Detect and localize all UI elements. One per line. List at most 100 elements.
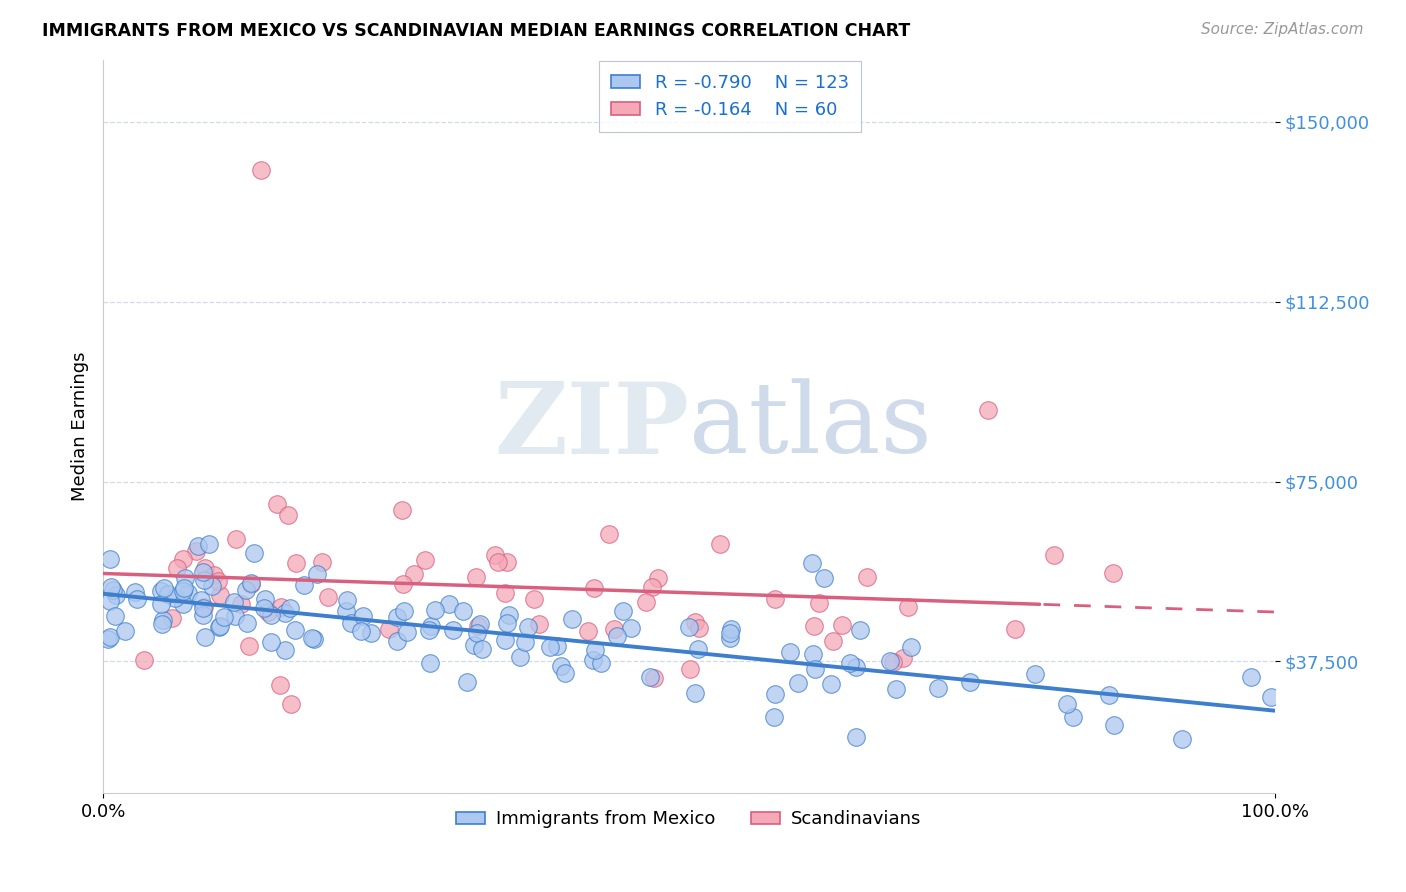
Immigrants from Mexico <box>98 630 121 644</box>
Immigrants from Mexico <box>273 643 295 657</box>
Immigrants from Mexico <box>172 584 194 599</box>
Immigrants from Mexico <box>101 582 124 597</box>
Immigrants from Mexico <box>678 620 700 634</box>
Immigrants from Mexico <box>1098 688 1121 702</box>
Immigrants from Mexico <box>240 576 263 591</box>
Scandinavians <box>494 586 516 600</box>
Immigrants from Mexico <box>396 624 419 639</box>
Scandinavians <box>1043 548 1066 562</box>
Scandinavians <box>882 656 904 670</box>
Immigrants from Mexico <box>236 615 259 630</box>
Immigrants from Mexico <box>187 539 209 553</box>
Immigrants from Mexico <box>612 605 634 619</box>
Scandinavians <box>688 622 710 636</box>
Scandinavians <box>808 596 831 610</box>
Immigrants from Mexico <box>350 624 373 638</box>
Scandinavians <box>641 580 664 594</box>
Immigrants from Mexico <box>352 609 374 624</box>
Immigrants from Mexico <box>198 537 221 551</box>
Immigrants from Mexico <box>243 546 266 560</box>
Immigrants from Mexico <box>278 601 301 615</box>
Immigrants from Mexico <box>813 570 835 584</box>
Scandinavians <box>270 600 292 615</box>
Scandinavians <box>202 567 225 582</box>
Immigrants from Mexico <box>235 582 257 597</box>
Immigrants from Mexico <box>463 638 485 652</box>
Scandinavians <box>856 570 879 584</box>
Scandinavians <box>643 672 665 686</box>
Immigrants from Mexico <box>550 658 572 673</box>
Scandinavians <box>529 616 551 631</box>
Scandinavians <box>636 594 658 608</box>
Scandinavians <box>484 548 506 562</box>
Immigrants from Mexico <box>620 622 643 636</box>
Scandinavians <box>194 561 217 575</box>
Immigrants from Mexico <box>441 623 464 637</box>
Scandinavians <box>225 532 247 546</box>
Immigrants from Mexico <box>163 591 186 605</box>
Scandinavians <box>229 597 252 611</box>
Immigrants from Mexico <box>98 593 121 607</box>
Immigrants from Mexico <box>561 611 583 625</box>
Scandinavians <box>897 599 920 614</box>
Immigrants from Mexico <box>686 642 709 657</box>
Immigrants from Mexico <box>1260 690 1282 705</box>
Text: Source: ZipAtlas.com: Source: ZipAtlas.com <box>1201 22 1364 37</box>
Scandinavians <box>763 591 786 606</box>
Immigrants from Mexico <box>302 632 325 647</box>
Scandinavians <box>496 555 519 569</box>
Immigrants from Mexico <box>191 565 214 579</box>
Scandinavians <box>250 162 273 177</box>
Immigrants from Mexico <box>152 616 174 631</box>
Immigrants from Mexico <box>879 654 901 668</box>
Immigrants from Mexico <box>589 656 612 670</box>
Immigrants from Mexico <box>582 652 605 666</box>
Immigrants from Mexico <box>779 645 801 659</box>
Scandinavians <box>316 591 339 605</box>
Scandinavians <box>391 503 413 517</box>
Immigrants from Mexico <box>718 631 741 645</box>
Text: ZIP: ZIP <box>494 378 689 475</box>
Immigrants from Mexico <box>97 632 120 647</box>
Y-axis label: Median Earnings: Median Earnings <box>72 351 89 501</box>
Immigrants from Mexico <box>292 578 315 592</box>
Immigrants from Mexico <box>1102 718 1125 732</box>
Scandinavians <box>831 618 853 632</box>
Immigrants from Mexico <box>385 609 408 624</box>
Immigrants from Mexico <box>456 675 478 690</box>
Immigrants from Mexico <box>1024 667 1046 681</box>
Scandinavians <box>576 624 599 638</box>
Text: atlas: atlas <box>689 378 932 475</box>
Immigrants from Mexico <box>153 581 176 595</box>
Immigrants from Mexico <box>392 604 415 618</box>
Immigrants from Mexico <box>104 608 127 623</box>
Scandinavians <box>598 526 620 541</box>
Immigrants from Mexico <box>959 675 981 690</box>
Scandinavians <box>266 497 288 511</box>
Immigrants from Mexico <box>419 656 441 670</box>
Immigrants from Mexico <box>583 642 606 657</box>
Immigrants from Mexico <box>423 603 446 617</box>
Immigrants from Mexico <box>683 685 706 699</box>
Scandinavians <box>976 402 998 417</box>
Scandinavians <box>256 605 278 619</box>
Immigrants from Mexico <box>149 583 172 598</box>
Immigrants from Mexico <box>209 619 232 633</box>
Immigrants from Mexico <box>801 648 824 662</box>
Immigrants from Mexico <box>509 649 531 664</box>
Immigrants from Mexico <box>437 597 460 611</box>
Scandinavians <box>413 553 436 567</box>
Immigrants from Mexico <box>201 580 224 594</box>
Immigrants from Mexico <box>114 624 136 638</box>
Immigrants from Mexico <box>839 656 862 670</box>
Immigrants from Mexico <box>471 641 494 656</box>
Scandinavians <box>172 552 194 566</box>
Immigrants from Mexico <box>638 670 661 684</box>
Scandinavians <box>378 622 401 636</box>
Scandinavians <box>465 570 488 584</box>
Immigrants from Mexico <box>900 640 922 655</box>
Scandinavians <box>582 581 605 595</box>
Immigrants from Mexico <box>194 630 217 644</box>
Immigrants from Mexico <box>516 620 538 634</box>
Immigrants from Mexico <box>177 586 200 600</box>
